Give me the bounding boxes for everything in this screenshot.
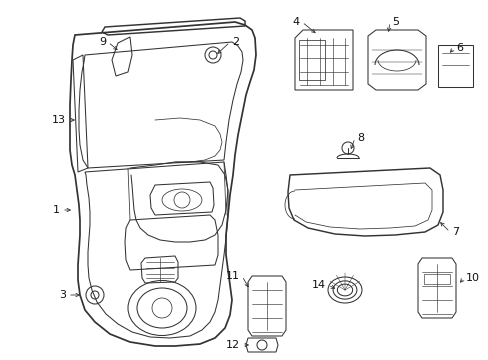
- Text: 7: 7: [451, 227, 458, 237]
- Text: 9: 9: [99, 37, 106, 47]
- Text: 14: 14: [311, 280, 325, 290]
- Text: 4: 4: [292, 17, 299, 27]
- Text: 13: 13: [52, 115, 66, 125]
- Text: 12: 12: [225, 340, 240, 350]
- Text: 6: 6: [455, 43, 462, 53]
- Text: 11: 11: [225, 271, 240, 281]
- Text: 2: 2: [231, 37, 239, 47]
- Text: 3: 3: [59, 290, 66, 300]
- Text: 10: 10: [465, 273, 479, 283]
- Text: 1: 1: [53, 205, 60, 215]
- Text: 5: 5: [391, 17, 398, 27]
- Text: 8: 8: [356, 133, 364, 143]
